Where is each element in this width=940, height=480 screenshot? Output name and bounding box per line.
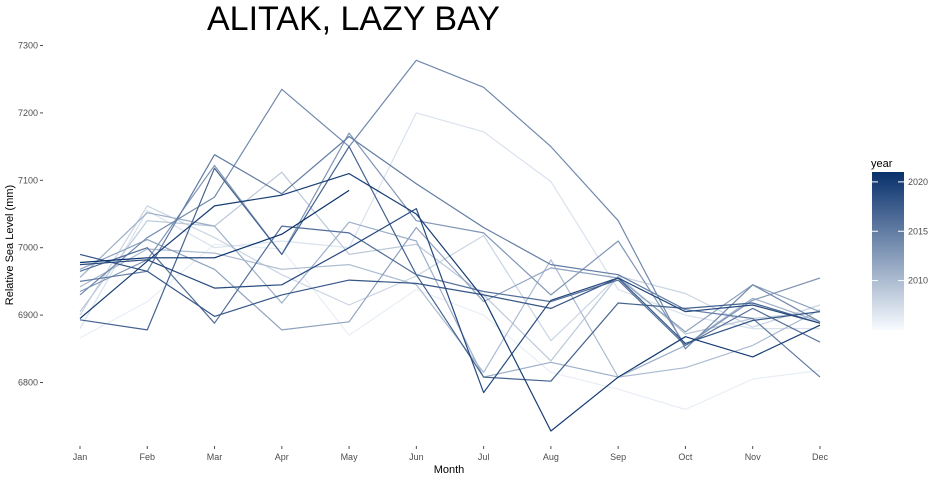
series-line-2019 xyxy=(79,208,821,394)
y-axis: 6800 6900 7000 7100 7200 7300 xyxy=(18,41,43,388)
legend-tick-label: 2015 xyxy=(908,226,928,236)
y-tick-label: 6800 xyxy=(18,378,38,388)
x-tick-label: Dec xyxy=(812,452,829,462)
series-line-2021 xyxy=(79,189,350,264)
series-line-2013 xyxy=(79,132,821,346)
x-tick-label: Feb xyxy=(140,452,156,462)
x-tick-label: Aug xyxy=(543,452,559,462)
x-tick-label: Sep xyxy=(610,452,626,462)
chart-title: ALITAK, LAZY BAY xyxy=(207,0,500,38)
series-line-2020 xyxy=(79,173,821,432)
x-tick-label: May xyxy=(341,452,359,462)
series-line-2016 xyxy=(79,225,821,346)
legend-tick-label: 2010 xyxy=(908,276,928,286)
x-axis-title: Month xyxy=(434,464,465,476)
y-tick-label: 7000 xyxy=(18,243,38,253)
x-tick-label: Jul xyxy=(478,452,490,462)
series-line-2010 xyxy=(79,248,821,378)
series-line-2007 xyxy=(79,112,820,330)
series-line-2009 xyxy=(79,171,821,362)
series-line-2011 xyxy=(79,212,821,378)
x-tick-label: Nov xyxy=(745,452,762,462)
series-lines xyxy=(79,59,821,432)
y-tick-label: 7300 xyxy=(18,41,38,51)
series-line-2014 xyxy=(79,59,821,350)
legend-title: year xyxy=(871,158,893,170)
x-tick-label: Apr xyxy=(275,452,289,462)
series-line-2012 xyxy=(79,226,821,333)
legend-ticks: 2010 2015 2020 xyxy=(872,177,928,286)
legend-tick-label: 2020 xyxy=(908,177,928,187)
y-axis-title: Relative Sea Level (mm) xyxy=(4,185,16,305)
x-tick-label: Jun xyxy=(409,452,424,462)
legend-colorbar xyxy=(872,172,904,330)
series-line-2017 xyxy=(79,146,821,382)
x-tick-label: Oct xyxy=(678,452,693,462)
x-tick-label: Mar xyxy=(207,452,223,462)
y-tick-label: 7200 xyxy=(18,108,38,118)
y-tick-label: 6900 xyxy=(18,310,38,320)
year-legend: year 2010 2015 2020 xyxy=(871,158,928,330)
x-axis: Jan Feb Mar Apr May Jun Jul Aug Sep Oct Nov Dec xyxy=(73,446,829,462)
y-tick-label: 7100 xyxy=(18,175,38,185)
x-tick-label: Jan xyxy=(73,452,88,462)
